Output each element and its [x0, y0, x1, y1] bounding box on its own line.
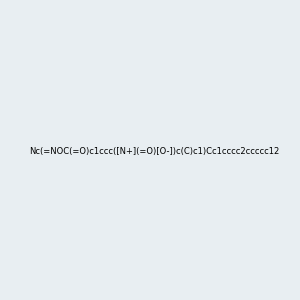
- Text: Nc(=NOC(=O)c1ccc([N+](=O)[O-])c(C)c1)Cc1cccc2ccccc12: Nc(=NOC(=O)c1ccc([N+](=O)[O-])c(C)c1)Cc1…: [28, 147, 279, 156]
